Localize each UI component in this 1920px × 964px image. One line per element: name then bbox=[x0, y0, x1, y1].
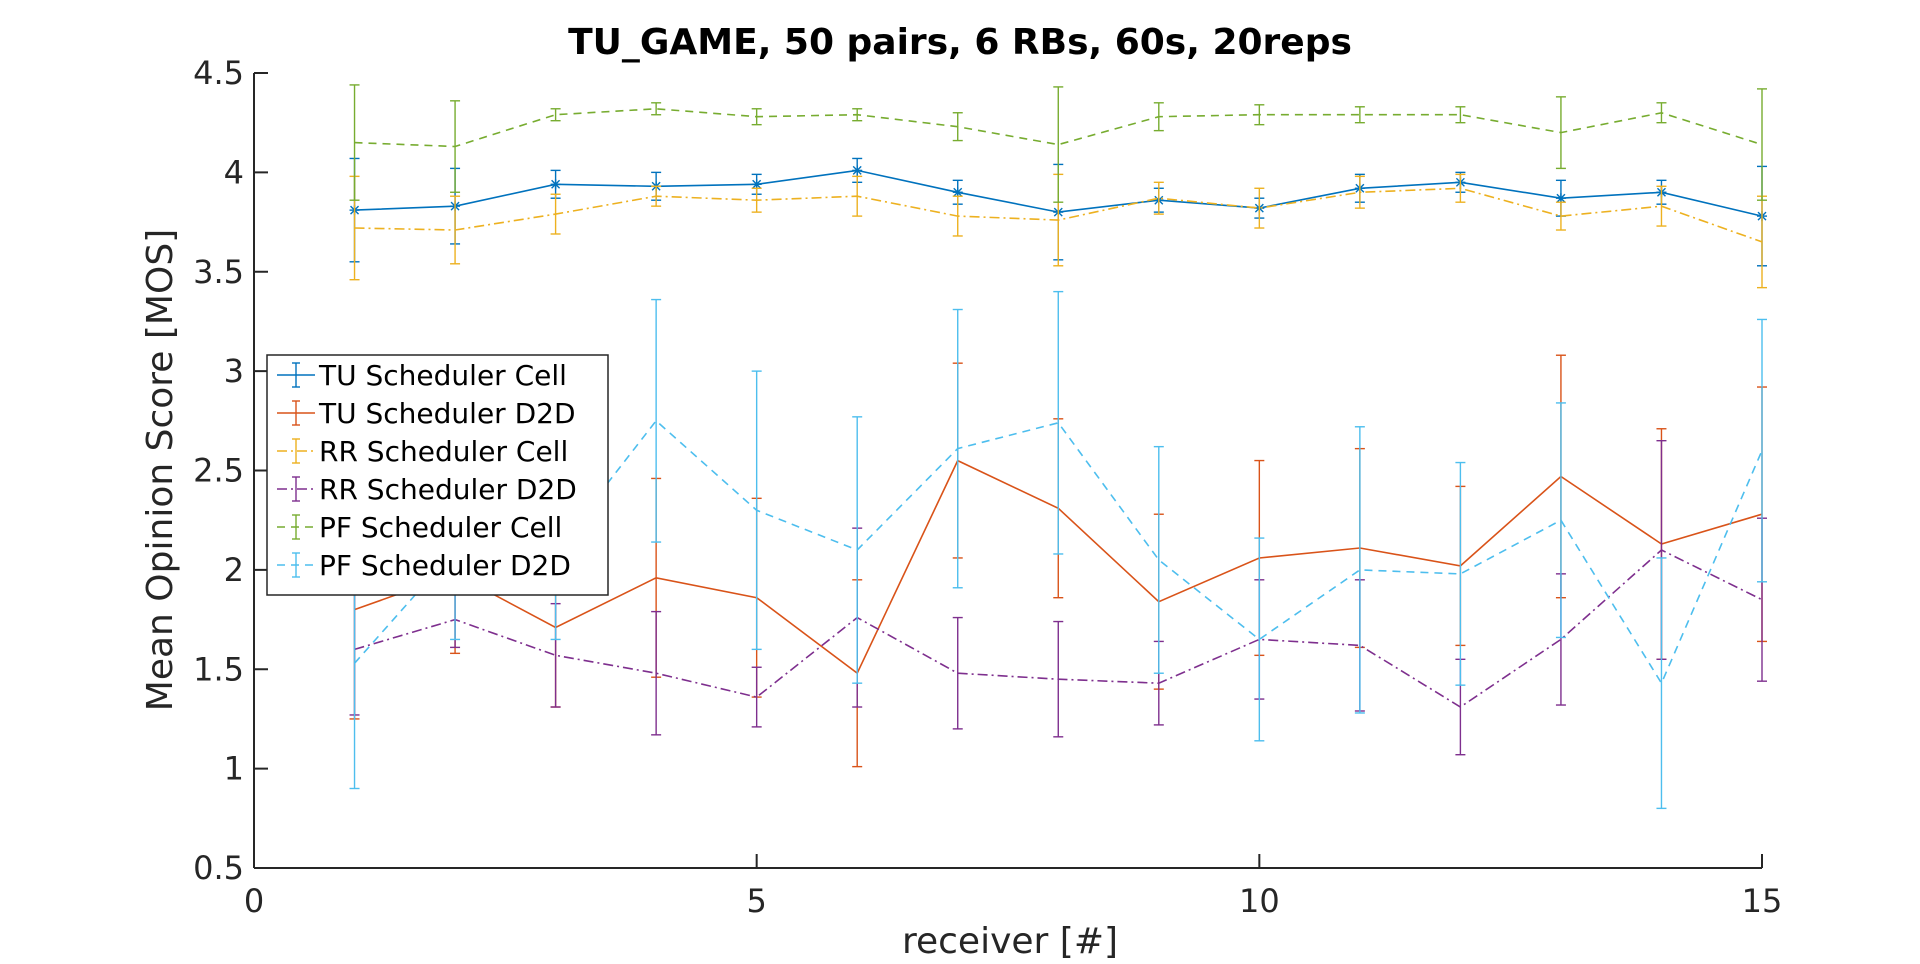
error-bar bbox=[751, 108, 762, 126]
y-tick-label: 3.5 bbox=[193, 253, 244, 291]
axes: 0 5 10 15 0.5 1 1.5 2 2.5 3 3.5 4 4.5 bbox=[193, 54, 1782, 920]
y-tick-label: 1.5 bbox=[193, 650, 244, 688]
error-bar bbox=[751, 370, 762, 651]
legend-item: RR Scheduler Cell bbox=[277, 435, 568, 468]
legend-label: PF Scheduler D2D bbox=[319, 549, 571, 582]
error-bar bbox=[450, 100, 461, 193]
error-bar bbox=[852, 108, 863, 122]
series-line bbox=[354, 107, 1763, 148]
error-bar bbox=[651, 185, 662, 207]
error-bar bbox=[1757, 318, 1767, 583]
x-tick-label: 10 bbox=[1239, 882, 1280, 920]
legend-item: RR Scheduler D2D bbox=[277, 473, 577, 506]
error-bar bbox=[1354, 106, 1365, 124]
error-bar bbox=[1153, 102, 1164, 132]
legend-item: TU Scheduler Cell bbox=[277, 359, 567, 392]
legend-label: TU Scheduler Cell bbox=[318, 359, 567, 392]
y-tick-label: 4.5 bbox=[193, 54, 244, 92]
error-bar bbox=[852, 175, 863, 217]
error-bar bbox=[349, 84, 360, 201]
data-point bbox=[952, 187, 963, 198]
error-bar bbox=[952, 308, 963, 589]
data-point bbox=[550, 179, 561, 190]
x-tick-label: 5 bbox=[746, 882, 766, 920]
legend-label: TU Scheduler D2D bbox=[318, 397, 576, 430]
legend-item: PF Scheduler D2D bbox=[277, 549, 571, 582]
error-bar bbox=[1455, 461, 1466, 686]
legend-box bbox=[266, 354, 609, 596]
error-bar bbox=[1555, 402, 1566, 639]
error-bar bbox=[651, 610, 662, 736]
error-bar bbox=[751, 666, 762, 728]
error-bar bbox=[450, 195, 461, 265]
error-bar bbox=[1053, 620, 1064, 738]
legend-label: RR Scheduler Cell bbox=[319, 435, 568, 468]
error-bar bbox=[1354, 175, 1365, 209]
error-bar bbox=[1656, 102, 1667, 124]
error-bar bbox=[952, 195, 963, 237]
error-bar bbox=[1053, 86, 1064, 203]
x-tick-label: 0 bbox=[244, 882, 264, 920]
error-bar bbox=[1254, 187, 1265, 229]
legend-label: PF Scheduler Cell bbox=[319, 511, 562, 544]
error-bar bbox=[651, 298, 662, 543]
y-tick-label: 4 bbox=[224, 153, 244, 191]
error-bar bbox=[952, 616, 963, 730]
y-axis-label: Mean Opinion Score [MOS] bbox=[140, 229, 181, 711]
error-bar bbox=[1254, 104, 1265, 126]
x-axis-label: receiver [#] bbox=[902, 921, 1118, 962]
error-bar bbox=[1555, 201, 1566, 231]
error-bar bbox=[1153, 181, 1164, 215]
y-tick-label: 3 bbox=[224, 352, 244, 390]
error-bar bbox=[852, 416, 863, 684]
error-bar bbox=[1455, 106, 1466, 124]
y-tick-label: 0.5 bbox=[193, 849, 244, 887]
error-bar bbox=[1053, 290, 1064, 555]
error-bar bbox=[550, 108, 561, 122]
series-3 bbox=[349, 173, 1767, 289]
y-tick-label: 2 bbox=[224, 551, 244, 589]
error-bar bbox=[1757, 88, 1767, 201]
series-5 bbox=[349, 84, 1767, 203]
error-bar bbox=[1455, 173, 1466, 203]
error-bar bbox=[952, 112, 963, 142]
error-bar bbox=[1656, 185, 1667, 227]
legend-label: RR Scheduler D2D bbox=[319, 473, 577, 506]
y-tick-label: 2.5 bbox=[193, 452, 244, 490]
data-point bbox=[852, 165, 863, 176]
chart-title: TU_GAME, 50 pairs, 6 RBs, 60s, 20reps bbox=[568, 22, 1352, 63]
error-bar bbox=[550, 193, 561, 235]
legend-item: PF Scheduler Cell bbox=[277, 511, 562, 544]
error-bar bbox=[1153, 445, 1164, 674]
error-bar bbox=[1254, 537, 1265, 742]
x-tick-label: 15 bbox=[1742, 882, 1783, 920]
data-point bbox=[1555, 193, 1566, 204]
error-bar bbox=[1656, 557, 1667, 810]
error-bar bbox=[1354, 426, 1365, 714]
y-tick-label: 1 bbox=[224, 750, 244, 788]
series-line bbox=[353, 419, 1763, 685]
legend: TU Scheduler Cell TU Scheduler D2D RR Sche… bbox=[266, 354, 609, 596]
legend-item: TU Scheduler D2D bbox=[277, 397, 576, 430]
error-bar bbox=[751, 187, 762, 213]
error-bar bbox=[651, 102, 662, 116]
error-bar bbox=[1555, 96, 1566, 170]
